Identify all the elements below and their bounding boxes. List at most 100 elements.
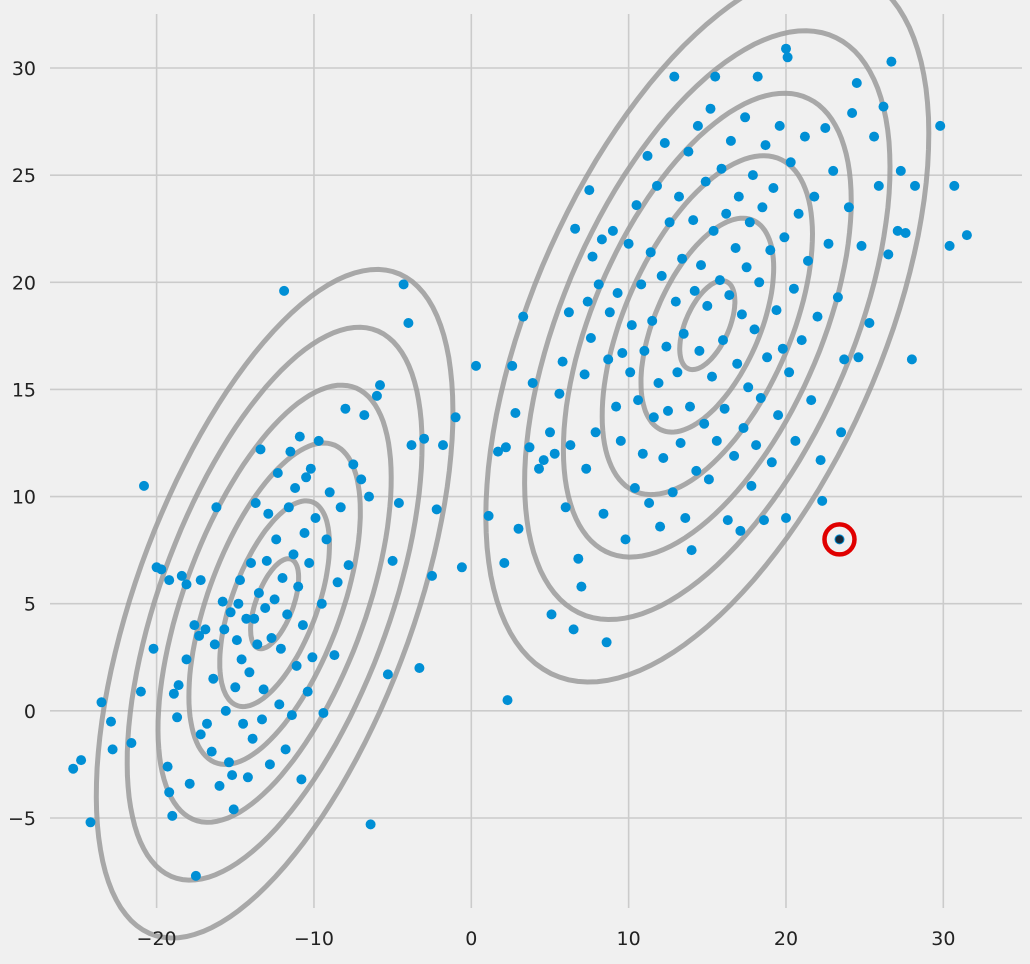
data-point xyxy=(689,285,700,296)
data-point xyxy=(456,562,467,573)
contour-ellipse xyxy=(560,90,854,560)
data-point xyxy=(307,652,318,663)
data-point xyxy=(851,78,862,88)
data-point xyxy=(164,575,175,586)
data-point xyxy=(247,733,258,744)
data-point xyxy=(719,403,730,414)
data-point xyxy=(167,810,178,821)
data-point xyxy=(636,279,647,290)
data-point xyxy=(744,217,755,228)
data-point xyxy=(672,367,683,378)
data-point xyxy=(699,418,710,429)
data-point xyxy=(680,513,691,523)
data-point xyxy=(696,260,706,271)
data-point xyxy=(847,108,858,118)
data-point xyxy=(781,513,791,523)
data-point xyxy=(252,639,263,650)
data-point xyxy=(534,463,544,474)
data-point xyxy=(700,176,711,187)
data-point xyxy=(211,502,222,513)
data-point xyxy=(316,598,327,609)
data-point xyxy=(686,545,697,556)
contour-ellipse xyxy=(124,324,425,883)
data-point xyxy=(106,716,116,727)
data-point xyxy=(235,575,245,586)
data-point xyxy=(263,508,274,519)
data-point xyxy=(864,318,875,328)
data-point xyxy=(139,480,149,491)
data-point xyxy=(639,345,650,356)
data-point xyxy=(633,395,644,406)
data-point xyxy=(760,140,771,151)
data-point xyxy=(626,320,637,331)
data-point xyxy=(431,504,442,515)
data-point xyxy=(293,581,304,592)
data-point xyxy=(288,549,299,560)
data-point xyxy=(961,230,972,241)
data-point xyxy=(582,296,593,307)
data-point xyxy=(318,708,329,718)
data-point xyxy=(164,787,175,798)
data-point xyxy=(290,483,301,493)
data-point xyxy=(678,328,689,339)
data-point xyxy=(126,738,137,748)
data-point xyxy=(438,440,448,451)
data-point xyxy=(406,440,417,451)
data-point xyxy=(260,603,271,613)
data-point xyxy=(675,438,686,448)
data-point xyxy=(637,448,648,459)
y-tick-label: 10 xyxy=(12,487,36,509)
data-point xyxy=(343,560,354,571)
data-point xyxy=(900,228,911,238)
data-point xyxy=(793,208,804,219)
data-point xyxy=(620,534,631,545)
data-point xyxy=(716,163,727,174)
data-point xyxy=(754,277,765,288)
data-point xyxy=(340,403,351,414)
data-point xyxy=(244,667,255,678)
data-point xyxy=(195,729,206,740)
data-point xyxy=(387,555,398,566)
data-point xyxy=(274,699,285,710)
contour-ellipse xyxy=(638,215,777,435)
data-point xyxy=(257,714,267,725)
data-point xyxy=(301,472,312,483)
data-point xyxy=(820,123,831,133)
data-point xyxy=(711,435,722,446)
data-point xyxy=(224,757,234,768)
data-point xyxy=(261,555,272,566)
data-point xyxy=(735,525,746,536)
data-point xyxy=(557,356,568,367)
data-point xyxy=(839,354,850,365)
data-point xyxy=(576,581,587,592)
data-point xyxy=(305,463,316,474)
data-point xyxy=(573,553,584,564)
data-point xyxy=(759,515,769,526)
data-point xyxy=(603,354,614,365)
data-point xyxy=(669,71,680,82)
data-point xyxy=(277,573,288,583)
data-point xyxy=(359,410,370,421)
data-point xyxy=(708,225,719,236)
data-point xyxy=(705,103,716,114)
data-point xyxy=(823,238,834,249)
data-point xyxy=(707,371,717,382)
data-point xyxy=(631,200,642,211)
data-point xyxy=(677,253,688,264)
data-point xyxy=(184,778,195,789)
data-point xyxy=(587,251,598,262)
data-point xyxy=(944,240,955,251)
data-point xyxy=(607,225,618,236)
contour-ellipse xyxy=(677,278,738,373)
data-point xyxy=(629,483,640,493)
data-point xyxy=(356,474,367,485)
data-point xyxy=(656,270,667,281)
data-point xyxy=(200,624,211,635)
data-point xyxy=(644,498,655,508)
data-point xyxy=(762,352,773,363)
data-point xyxy=(258,684,269,695)
data-point xyxy=(269,594,280,605)
data-point xyxy=(279,285,290,296)
data-point xyxy=(173,680,184,691)
